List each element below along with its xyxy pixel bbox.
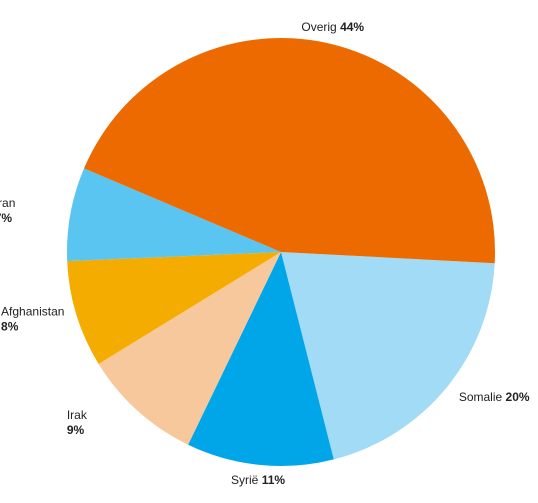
- pie-slice: [98, 252, 281, 445]
- slice-label-text: Syrië 11%: [231, 473, 285, 487]
- slice-label: Iran7%: [0, 196, 15, 225]
- value-label: 44%: [340, 20, 364, 34]
- slice-label: Overig 44%: [301, 20, 364, 34]
- category-label: Overig: [301, 20, 336, 34]
- slice-label-text: Somalie 20%: [459, 390, 530, 404]
- slice-label-text: Overig 44%: [301, 20, 364, 34]
- category-label: Somalie: [459, 390, 503, 404]
- category-label: Iran: [0, 196, 15, 210]
- category-label: Irak: [67, 408, 88, 422]
- value-label: 20%: [506, 390, 530, 404]
- value-label: 11%: [262, 473, 286, 487]
- pie-slice: [281, 252, 495, 460]
- value-label: 9%: [67, 423, 85, 437]
- pie-slice: [84, 37, 495, 264]
- slice-label: Somalie 20%: [459, 390, 530, 404]
- pie-slice: [67, 168, 281, 262]
- value-label: 7%: [0, 211, 12, 225]
- value-label: 8%: [1, 319, 19, 333]
- category-label: Syrië: [231, 473, 259, 487]
- pie-slice: [67, 252, 281, 364]
- pie-slice: [188, 252, 334, 466]
- category-label: Afghanistan: [1, 304, 64, 318]
- slice-label: Syrië 11%: [231, 473, 285, 487]
